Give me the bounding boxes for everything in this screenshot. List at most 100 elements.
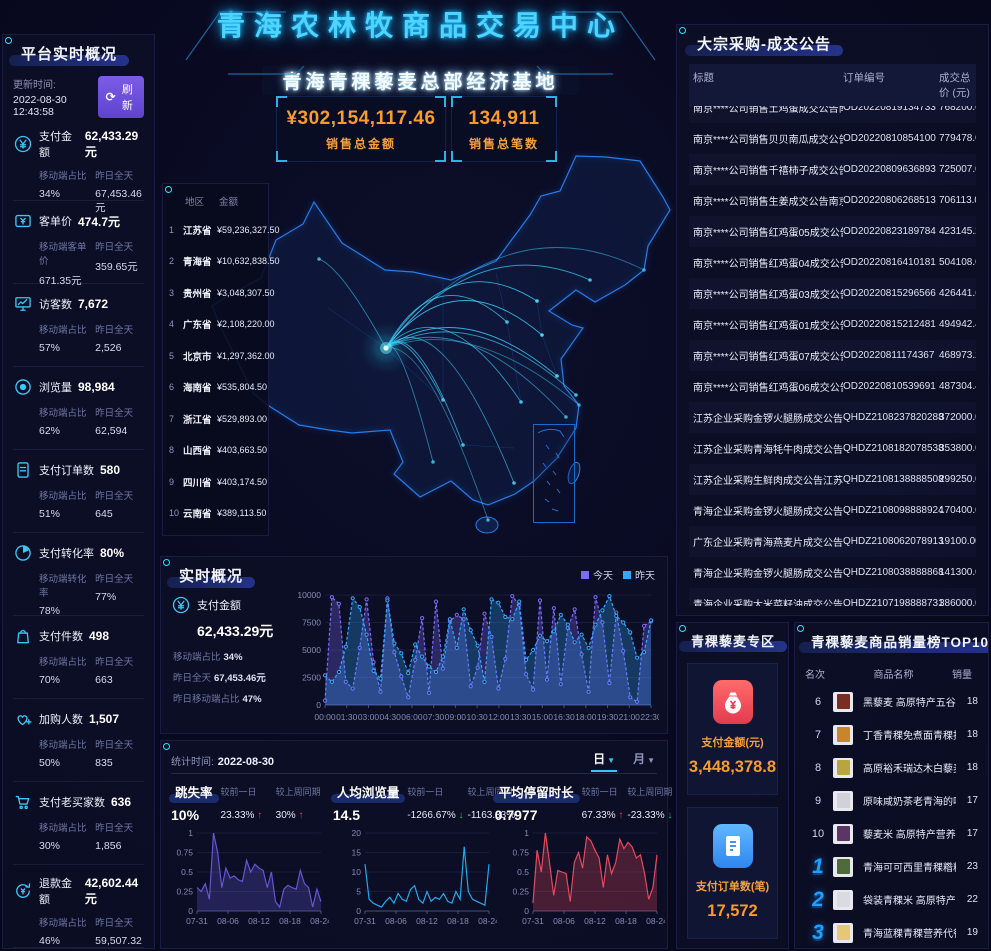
region-ranking-row: 7 浙江省 ¥529,893.00 bbox=[169, 413, 268, 426]
top10-row[interactable]: 3青海蓝稞青稞营养代餐粉...19 bbox=[812, 920, 978, 944]
announcement-row[interactable]: 南京****公司销售红鸡蛋04成交公告南京****...OD2022081641… bbox=[693, 257, 976, 270]
announcement-row[interactable]: 南京****公司销售千禧柿子成交公告南京****...OD20220809636… bbox=[689, 154, 976, 185]
refresh-button[interactable]: ⟳ 刷新 bbox=[97, 76, 144, 118]
kpi-value: ¥302,154,117.46 bbox=[286, 108, 436, 129]
svg-text:10: 10 bbox=[352, 867, 362, 877]
panel-title: 实时概况 bbox=[167, 565, 256, 588]
top10-header: 名次 商品名称 销量 bbox=[805, 670, 972, 681]
svg-text:1: 1 bbox=[188, 828, 193, 838]
corner-decoration bbox=[679, 27, 686, 34]
flight-endpoints bbox=[317, 257, 646, 522]
svg-text:08-12: 08-12 bbox=[416, 916, 438, 926]
south-china-sea-inset bbox=[533, 424, 575, 523]
svg-text:07-31: 07-31 bbox=[186, 916, 208, 926]
tab-day[interactable]: 日 ▼ bbox=[591, 750, 618, 772]
announcement-row[interactable]: 南京****公司销售红鸡蛋03成交公告南京****...OD2022081529… bbox=[689, 278, 976, 309]
svg-text:0.25: 0.25 bbox=[512, 887, 529, 897]
announcement-row[interactable]: 南京****公司销售生姜成交公告南京****公司...OD20220806268… bbox=[693, 195, 976, 208]
svg-text:0: 0 bbox=[524, 906, 529, 916]
page-subtitle: 青海青稞藜麦总部经济基地 bbox=[262, 66, 579, 95]
kpi-label: 销售总笔数 bbox=[468, 137, 539, 151]
svg-text:08-06: 08-06 bbox=[217, 916, 239, 926]
legend-swatch-today bbox=[581, 571, 589, 579]
product-thumbnail bbox=[833, 790, 853, 811]
announcements-header: 标题 订单编号 成交总价 (元) bbox=[689, 64, 976, 106]
period-tabs: 日 ▼ 月 ▼ bbox=[591, 750, 657, 772]
announcement-row[interactable]: 南京****公司销售红鸡蛋07成交公告南京****...OD2022081117… bbox=[689, 340, 976, 371]
announcement-row[interactable]: 广东企业采购青海燕麦片成交公告广东企业采...QHDZ2108062078913… bbox=[689, 526, 976, 557]
panel-platform-overview: 平台实时概况 更新时间: 2022-08-30 12:43:58 ⟳ 刷新 支付… bbox=[2, 34, 155, 949]
stat-time: 统计时间: 2022-08-30 bbox=[171, 755, 275, 768]
svg-text:0.5: 0.5 bbox=[517, 867, 529, 877]
stat-value: 62,433.29元 bbox=[84, 128, 139, 159]
corner-decoration bbox=[797, 625, 804, 632]
metric-avg-stay: 平均停留时长 较前一日 较上周同期 0.7977 67.33% ↑ -23.33… bbox=[492, 786, 673, 823]
announcement-row[interactable]: 南京****公司销售红鸡蛋06成交公告南京****...OD2022081053… bbox=[693, 381, 976, 394]
product-thumbnail bbox=[833, 691, 853, 712]
chart-legend: 今天 昨天 bbox=[581, 567, 655, 582]
svg-text:15: 15 bbox=[352, 848, 362, 858]
region-ranking-row: 10 云南省 ¥389,113.50 bbox=[169, 508, 267, 521]
stat-value: 636 bbox=[111, 795, 132, 809]
panel-quinoa-zone: 青稞藜麦专区 支付金额(元) 3,448,378.8 支付订单数(笔) 17,5… bbox=[676, 622, 789, 949]
panel-title: 青稞藜麦专区 bbox=[679, 631, 788, 652]
svg-text:0.75: 0.75 bbox=[176, 848, 193, 858]
stat-value: 580 bbox=[100, 463, 121, 477]
receipt-icon bbox=[712, 824, 753, 868]
product-thumbnail bbox=[833, 856, 853, 877]
sidebar-stat: 支付件数 498 移动端占比 70% 昨日全天 663 bbox=[13, 616, 144, 699]
header: 青海农林牧商品交易中心 青海青稞藜麦总部经济基地 bbox=[168, 4, 673, 95]
announcement-row[interactable]: 南京****公司销售贝贝南瓜成交公告南京****...OD20220810854… bbox=[693, 133, 976, 146]
svg-text:07:30: 07:30 bbox=[423, 712, 445, 722]
announcement-row[interactable]: 青海企业采购金锣火腿肠成交公告青海企业采...QHDZ2108038888868… bbox=[693, 567, 976, 580]
region-ranking-row: 1 江苏省 ¥59,236,327.50 bbox=[169, 224, 280, 237]
svg-text:12:00: 12:00 bbox=[488, 712, 510, 722]
tab-month[interactable]: 月 ▼ bbox=[633, 751, 655, 766]
announcement-row[interactable]: 青海企业采购金锣火腿肠成交公告青海企业采...QHDZ2108098888924… bbox=[693, 505, 976, 518]
svg-text:20: 20 bbox=[352, 828, 362, 838]
announcement-row[interactable]: 南京****公司销售土鸡蛋成交公告南京****公司...OD2022081913… bbox=[689, 106, 976, 123]
top10-row[interactable]: 8高原裕禾瑞达木白藜麦米...18 bbox=[803, 751, 980, 784]
svg-text:08-18: 08-18 bbox=[447, 916, 469, 926]
announcement-row[interactable]: 南京****公司销售红鸡蛋01成交公告南京****...OD2022081521… bbox=[693, 319, 976, 332]
svg-text:03:00: 03:00 bbox=[358, 712, 380, 722]
svg-text:19:30: 19:30 bbox=[597, 712, 619, 722]
sidebar-stat: 客单价 474.7元 移动端客单价 671.35元 昨日全天 359.65元 bbox=[13, 201, 144, 287]
svg-text:08-18: 08-18 bbox=[615, 916, 637, 926]
stat-label: 浏览量 bbox=[39, 382, 72, 394]
stat-value: 7,672 bbox=[78, 297, 109, 311]
region-ranking-header: 地区 金额 bbox=[185, 197, 239, 208]
stat-value: 498 bbox=[89, 629, 110, 643]
kpi-total-sales-amount: ¥302,154,117.46 销售总金额 bbox=[276, 96, 446, 162]
announcement-row[interactable]: 青海企业采购大米菜籽油成交公告青海企业采...QHDZ2107198888731… bbox=[689, 588, 976, 606]
top10-row[interactable]: 1青海可可西里青稞糌粑饼...23 bbox=[812, 854, 978, 878]
product-thumbnail bbox=[833, 889, 853, 910]
svg-text:08-24: 08-24 bbox=[310, 916, 329, 926]
card-label: 支付订单数(笔) bbox=[695, 881, 770, 893]
stat-label: 访客数 bbox=[39, 299, 72, 311]
sidebar-stat: 浏览量 98,984 移动端占比 62% 昨日全天 62,594 bbox=[13, 367, 144, 450]
region-ranking-row: 4 广东省 ¥2,108,220.00 bbox=[169, 319, 275, 332]
top10-row[interactable]: 9原味咸奶茶老青海的味道...17 bbox=[803, 784, 980, 817]
announcement-row[interactable]: 南京****公司销售红鸡蛋05成交公告南京****...OD2022082318… bbox=[689, 216, 976, 247]
sidebar-stat: 支付老买家数 636 移动端占比 30% 昨日全天 1,856 bbox=[13, 782, 144, 865]
pie-icon bbox=[13, 543, 33, 563]
announcement-row[interactable]: 江苏企业采购青海牦牛肉成交公告江苏企业采...QHDZ2108182078538… bbox=[693, 443, 976, 456]
svg-text:08-06: 08-06 bbox=[553, 916, 575, 926]
sidebar-stat: 访客数 7,672 移动端占比 57% 昨日全天 2,526 bbox=[13, 284, 144, 367]
announcement-row[interactable]: 江苏企业采购生鲜肉成交公告江苏企业采购生...QHDZ2108138888508… bbox=[689, 464, 976, 495]
svg-text:07-31: 07-31 bbox=[522, 916, 544, 926]
svg-text:09:00: 09:00 bbox=[445, 712, 467, 722]
top10-row[interactable]: 7丁香青稞免煮面青稞挂面...18 bbox=[803, 718, 980, 751]
stat-label: 客单价 bbox=[39, 216, 72, 228]
monitor-icon bbox=[13, 294, 33, 314]
svg-text:5000: 5000 bbox=[302, 645, 321, 655]
avg-stay-chart: 0 0.25 0.5 0.75 1 07-31 08-06 08-12 08-18 08-24 bbox=[507, 827, 668, 932]
yen-note-icon bbox=[13, 211, 33, 231]
announcement-row[interactable]: 江苏企业采购金锣火腿肠成交公告江苏企业采...QHDZ2108237820288… bbox=[689, 402, 976, 433]
